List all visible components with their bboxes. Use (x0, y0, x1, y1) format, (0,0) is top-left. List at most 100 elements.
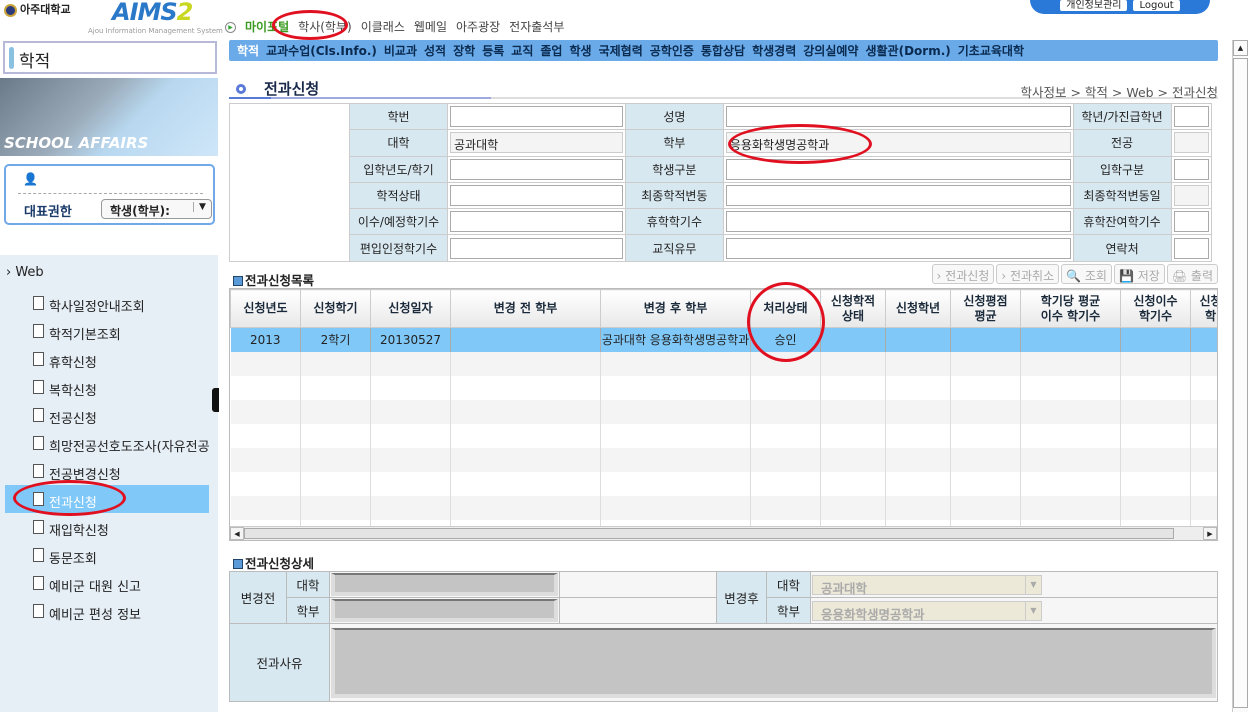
document-icon (33, 408, 44, 422)
horizontal-scrollbar[interactable]: ◀ ▶ (230, 526, 1217, 540)
info-field[interactable] (725, 106, 1071, 128)
personal-info-link[interactable]: 개인정보관리 (1060, 0, 1128, 11)
school-affairs-banner: SCHOOL AFFAIRS (0, 78, 218, 156)
top-nav-item[interactable]: 이클래스 (360, 20, 405, 34)
sidebar-item[interactable]: 희망전공선호도조사(자유전공 (5, 429, 209, 457)
info-field[interactable] (1173, 106, 1209, 128)
column-header[interactable]: 신청이수 학기수 (1120, 289, 1191, 328)
sidebar-item[interactable]: 예비군 편성 정보 (5, 597, 209, 625)
logout-link[interactable]: Logout (1133, 0, 1180, 11)
menu-item[interactable]: 통합상담 (700, 44, 746, 58)
vertical-scrollbar[interactable]: ▲ (1232, 40, 1248, 712)
top-nav-item[interactable]: 마이포털 (245, 20, 290, 34)
menu-item[interactable]: 성적 (424, 44, 447, 58)
chevron-right-icon: › (1001, 269, 1010, 283)
document-icon (33, 576, 44, 590)
menu-item[interactable]: 강의실예약 (803, 44, 859, 58)
sidebar-item[interactable]: 예비군 대원 신고 (5, 569, 209, 597)
top-nav-item[interactable]: 전자출석부 (509, 20, 565, 34)
column-header[interactable]: 변경 후 학부 (600, 289, 751, 328)
column-header[interactable]: 신청학년 (885, 289, 951, 328)
top-links: 개인정보관리 Logout (1030, 0, 1210, 14)
info-field[interactable] (725, 237, 1071, 259)
sidebar-item[interactable]: 휴학신청 (5, 345, 209, 373)
column-header[interactable]: 신청일자 (370, 289, 451, 328)
menu-item[interactable]: 교과수업(Cls.Info.) (266, 44, 377, 58)
document-icon (33, 324, 44, 338)
menu-item[interactable]: 학생경력 (752, 44, 797, 58)
info-field[interactable] (450, 106, 623, 128)
info-label: 이수/예정학기수 (349, 208, 448, 236)
column-header[interactable]: 신청학기 (300, 289, 371, 328)
list-button[interactable]: 💾 저장 (1113, 264, 1165, 284)
table-row[interactable]: 2013 2학기 20130527 공과대학 응용화학생명공학과 승인 (230, 327, 1217, 352)
column-header[interactable]: 변경 전 학부 (450, 289, 601, 328)
top-nav-item[interactable]: 아주광장 (456, 20, 501, 34)
info-row: 이수/예정학기수 휴학학기수 휴학잔여학기수 (230, 208, 1213, 236)
info-field[interactable] (450, 237, 623, 259)
menu-item[interactable]: 등록 (482, 44, 505, 58)
role-label: 대표권한 (24, 205, 72, 220)
info-label: 휴학학기수 (624, 208, 724, 236)
sidebar-item[interactable]: 학적기본조회 (5, 317, 209, 345)
sidebar-item[interactable]: 복학신청 (5, 373, 209, 401)
info-field[interactable] (450, 185, 623, 207)
sidebar-item[interactable]: 재입학신청 (5, 513, 209, 541)
top-nav-item[interactable]: 학사(학부) (298, 20, 352, 34)
info-field[interactable] (725, 158, 1071, 180)
university-logo[interactable]: 아주대학교 (4, 3, 71, 17)
document-icon (33, 520, 44, 534)
sidebar-item[interactable]: 전과신청 (5, 485, 209, 513)
empty-row (230, 399, 1217, 424)
info-label: 성명 (624, 102, 724, 131)
role-select[interactable]: 학생(학부): ▼ (101, 199, 212, 219)
print-icon: 🖨 (1171, 269, 1191, 283)
column-header[interactable]: 처리상태 (750, 289, 821, 328)
menu-item[interactable]: 학적 (237, 44, 260, 58)
list-button[interactable]: › 전과취소 (996, 264, 1060, 284)
menu-item[interactable]: 공학인증 (649, 44, 694, 58)
chevron-down-icon: ▼ (193, 202, 211, 212)
list-button[interactable]: › 전과신청 (931, 264, 995, 284)
menu-item[interactable]: 장학 (453, 44, 476, 58)
before-label: 변경전 (229, 571, 287, 624)
reason-textarea[interactable] (331, 627, 1216, 698)
info-field (1173, 185, 1209, 207)
info-label: 학번 (349, 102, 448, 131)
column-header[interactable]: 학기당 평균 이수 학기수 (1020, 289, 1121, 328)
tree-root-web[interactable]: › Web (6, 265, 44, 280)
column-header[interactable]: 신청년도 (230, 289, 301, 328)
column-header[interactable]: 신청학 (1190, 289, 1217, 328)
menu-item[interactable]: 졸업 (540, 44, 563, 58)
sidebar-collapse-handle[interactable] (212, 388, 219, 412)
column-header[interactable]: 신청평점 평균 (950, 289, 1021, 328)
menu-item[interactable]: 기초교육대학 (957, 44, 1024, 58)
info-field[interactable] (1173, 237, 1209, 259)
column-header[interactable]: 신청학적 상태 (820, 289, 886, 328)
menu-item[interactable]: 생활관(Dorm.) (865, 44, 951, 58)
info-field[interactable] (725, 211, 1071, 233)
info-field[interactable] (450, 211, 623, 233)
menu-item[interactable]: 비교과 (383, 44, 418, 58)
info-field[interactable] (1173, 211, 1209, 233)
table-cell: 승인 (750, 327, 821, 352)
menu-item[interactable]: 학생 (569, 44, 592, 58)
menu-item[interactable]: 교직 (511, 44, 534, 58)
sidebar-item[interactable]: 동문조회 (5, 541, 209, 569)
table-cell: 2013 (230, 327, 301, 352)
info-field[interactable] (450, 158, 623, 180)
list-button[interactable]: 🖨 출력 (1166, 264, 1218, 284)
sidebar-item[interactable]: 학사일정안내조회 (5, 289, 209, 317)
empty-row (230, 471, 1217, 496)
aims-logo[interactable]: AIMS2 (112, 0, 193, 26)
university-seal-icon (4, 3, 17, 17)
info-field[interactable] (725, 185, 1071, 207)
sidebar-item[interactable]: 전공변경신청 (5, 457, 209, 485)
chevron-right-icon: › (936, 269, 946, 283)
info-field: 공과대학 (450, 132, 623, 154)
list-button[interactable]: 🔍 조회 (1061, 264, 1112, 284)
menu-item[interactable]: 국제협력 (598, 44, 643, 58)
sidebar-item[interactable]: 전공신청 (5, 401, 209, 429)
info-field[interactable] (1173, 158, 1209, 180)
top-nav-item[interactable]: 웹메일 (413, 20, 447, 34)
